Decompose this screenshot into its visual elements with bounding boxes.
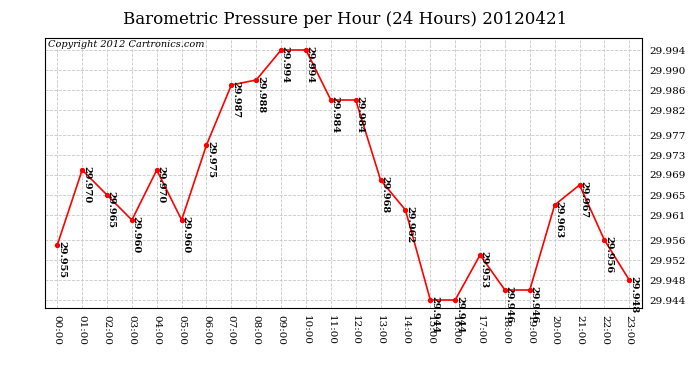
- Point: [275, 47, 286, 53]
- Text: 29.948: 29.948: [629, 276, 638, 313]
- Point: [425, 297, 436, 303]
- Text: 29.955: 29.955: [57, 241, 66, 278]
- Text: 29.994: 29.994: [281, 46, 290, 83]
- Text: 29.984: 29.984: [355, 96, 364, 133]
- Text: 29.960: 29.960: [132, 216, 141, 253]
- Point: [176, 217, 187, 223]
- Text: 29.987: 29.987: [231, 81, 240, 118]
- Point: [351, 97, 362, 103]
- Text: 29.967: 29.967: [579, 181, 588, 218]
- Point: [77, 167, 88, 173]
- Text: 29.956: 29.956: [604, 236, 613, 273]
- Point: [450, 297, 461, 303]
- Text: 29.988: 29.988: [256, 76, 265, 113]
- Point: [300, 47, 311, 53]
- Text: 29.970: 29.970: [157, 166, 166, 203]
- Point: [101, 192, 112, 198]
- Point: [574, 182, 585, 188]
- Text: 29.984: 29.984: [331, 96, 339, 133]
- Text: 29.944: 29.944: [430, 296, 439, 333]
- Point: [500, 287, 511, 293]
- Point: [375, 177, 386, 183]
- Text: 29.963: 29.963: [554, 201, 563, 238]
- Point: [325, 97, 336, 103]
- Text: 29.994: 29.994: [306, 46, 315, 83]
- Point: [524, 287, 535, 293]
- Point: [126, 217, 137, 223]
- Point: [400, 207, 411, 213]
- Text: 29.975: 29.975: [206, 141, 215, 178]
- Text: 29.970: 29.970: [82, 166, 91, 203]
- Text: 29.962: 29.962: [405, 206, 414, 243]
- Point: [201, 142, 212, 148]
- Point: [599, 237, 610, 243]
- Text: 29.965: 29.965: [107, 191, 116, 228]
- Point: [151, 167, 162, 173]
- Point: [250, 77, 262, 83]
- Text: Copyright 2012 Cartronics.com: Copyright 2012 Cartronics.com: [48, 40, 204, 49]
- Text: Barometric Pressure per Hour (24 Hours) 20120421: Barometric Pressure per Hour (24 Hours) …: [123, 11, 567, 28]
- Point: [549, 202, 560, 208]
- Point: [52, 242, 63, 248]
- Point: [475, 252, 486, 258]
- Text: 29.968: 29.968: [380, 176, 389, 213]
- Text: 29.953: 29.953: [480, 251, 489, 288]
- Text: 29.946: 29.946: [504, 286, 513, 323]
- Text: 29.944: 29.944: [455, 296, 464, 333]
- Text: 29.960: 29.960: [181, 216, 190, 253]
- Point: [226, 82, 237, 88]
- Point: [624, 277, 635, 283]
- Text: 29.946: 29.946: [529, 286, 538, 323]
